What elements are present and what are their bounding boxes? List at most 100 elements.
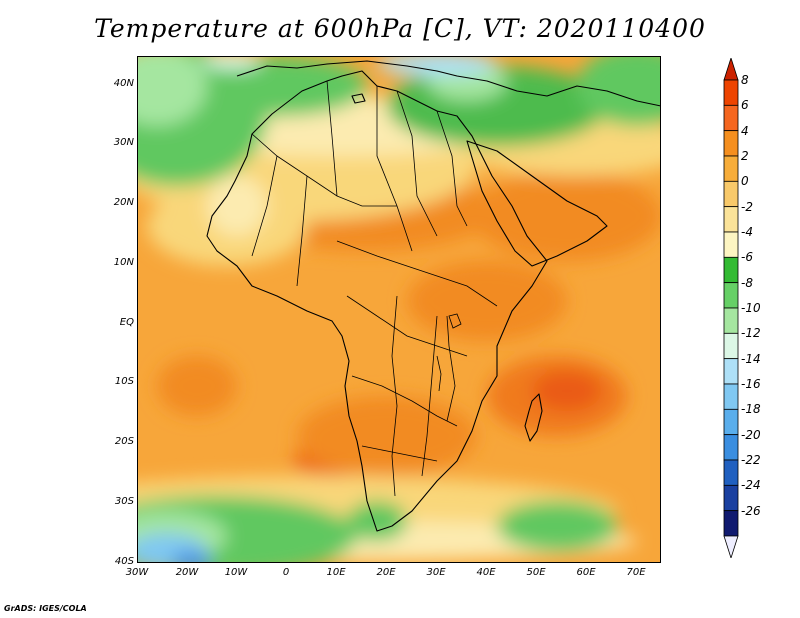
border-line — [391, 295, 398, 497]
madagascar-coastline — [524, 393, 543, 442]
border-line — [296, 175, 308, 287]
colorbar-box — [723, 256, 739, 284]
colorbar-box — [723, 307, 739, 334]
colorbar-cap-top — [723, 58, 739, 81]
colorbar-label: -12 — [741, 326, 761, 341]
country-borders — [251, 80, 498, 497]
colorbar-label: 8 — [741, 73, 749, 87]
mediterranean-islands — [351, 93, 366, 104]
lat-label-40s: 40S — [114, 556, 134, 567]
lat-label-20n: 20N — [113, 197, 134, 208]
border-line — [396, 90, 438, 237]
colorbar-box — [723, 434, 739, 461]
cold-region-mauritania — [207, 176, 267, 236]
lon-label-10e: 10E — [326, 567, 346, 578]
lon-label-10w: 10W — [224, 567, 248, 578]
colorbar-box — [723, 104, 739, 132]
colorbar-box — [723, 231, 739, 258]
colorbar-box — [723, 510, 739, 537]
border-line — [376, 86, 413, 252]
warm-region-interior-south — [297, 396, 477, 476]
colorbar-label: 6 — [741, 98, 749, 113]
colorbar-box — [723, 358, 739, 385]
lat-label-eq: EQ — [119, 317, 134, 328]
lon-label-60e: 60E — [576, 567, 596, 578]
colorbar-box — [723, 459, 739, 486]
africa-coastline — [206, 70, 548, 532]
colorbar-label: 2 — [741, 149, 749, 163]
colorbar-boxes — [723, 58, 739, 558]
colorbar-box — [723, 484, 739, 512]
arabian-peninsula-coastline — [466, 140, 608, 267]
colorbar-label: 0 — [741, 174, 749, 189]
border-line — [446, 315, 456, 422]
colorbar-label: -22 — [741, 453, 761, 467]
lake-tanganyika — [436, 355, 442, 392]
warm-region-east-africa — [407, 261, 567, 341]
colorbar-label: -20 — [741, 427, 761, 442]
lon-label-40e: 40E — [476, 567, 496, 578]
warm-region-south-atlantic — [157, 356, 237, 416]
colorbar-label: -26 — [741, 503, 761, 518]
hot-region-southwest-indian — [532, 371, 602, 411]
coldest-core-south-atlantic — [172, 551, 212, 563]
temperature-field — [137, 56, 661, 563]
colorbar-label: -16 — [741, 377, 761, 391]
border-line — [326, 80, 338, 197]
colorbar-box — [723, 282, 739, 309]
border-line — [251, 155, 278, 257]
lon-label-70e: 70E — [626, 567, 646, 578]
border-line — [351, 375, 458, 427]
border-line — [336, 240, 498, 307]
colorbar-box — [723, 180, 739, 208]
lake-victoria — [448, 313, 462, 329]
border-line — [436, 110, 468, 227]
lat-label-10n: 10N — [113, 257, 134, 268]
colorbar-box — [723, 332, 739, 360]
colorbar-label: 4 — [741, 123, 749, 138]
colorbar-label: -24 — [741, 478, 761, 493]
coastlines — [206, 60, 661, 532]
colorbar-box — [723, 206, 739, 233]
lon-label-50e: 50E — [526, 567, 546, 578]
colorbar-box — [723, 408, 739, 436]
colorbar-box — [723, 383, 739, 410]
colorbar-box — [723, 155, 739, 182]
lat-label-40n: 40N — [113, 78, 134, 89]
lat-label-30n: 30N — [113, 137, 134, 148]
colorbar-label: -14 — [741, 351, 761, 366]
cold-region-south-indian — [497, 501, 617, 551]
lon-label-0: 0 — [282, 567, 290, 578]
border-line — [346, 295, 468, 357]
temperature-map — [137, 56, 661, 563]
colorbar-label: -8 — [741, 275, 753, 290]
colorbar-label: -10 — [741, 301, 761, 315]
lat-label-10s: 10S — [114, 376, 134, 387]
colder-region-black-sea — [377, 56, 497, 76]
lon-label-20w: 20W — [175, 567, 199, 578]
map-canvas — [137, 56, 661, 563]
lon-label-20e: 20E — [376, 567, 396, 578]
colder-region-north-atlantic — [137, 56, 207, 126]
colder-region-northwest — [202, 56, 262, 69]
cold-region-cape — [347, 501, 407, 541]
colorbar-label: -2 — [741, 199, 753, 214]
border-line — [421, 315, 438, 477]
lat-label-30s: 30S — [114, 496, 134, 507]
colorbar-label: -18 — [741, 402, 761, 417]
lon-label-30e: 30E — [426, 567, 446, 578]
europe-coastline — [236, 60, 661, 107]
colorbar-box — [723, 130, 739, 157]
colorbar-label: -4 — [741, 225, 753, 239]
colorbar-label: -6 — [741, 250, 753, 265]
colorbar — [723, 58, 739, 558]
colorbar-cap-bottom — [723, 535, 739, 558]
map-title: Temperature at 600hPa [C], VT: 202011040… — [94, 14, 706, 43]
lon-label-30w: 30W — [125, 567, 149, 578]
cold-region-caspian — [577, 56, 661, 126]
lat-label-20s: 20S — [114, 436, 134, 447]
warm-region-arabia — [472, 171, 661, 261]
colorbar-box — [723, 79, 739, 106]
border-line — [251, 133, 397, 207]
cold-region-mediterranean-west — [187, 56, 367, 116]
